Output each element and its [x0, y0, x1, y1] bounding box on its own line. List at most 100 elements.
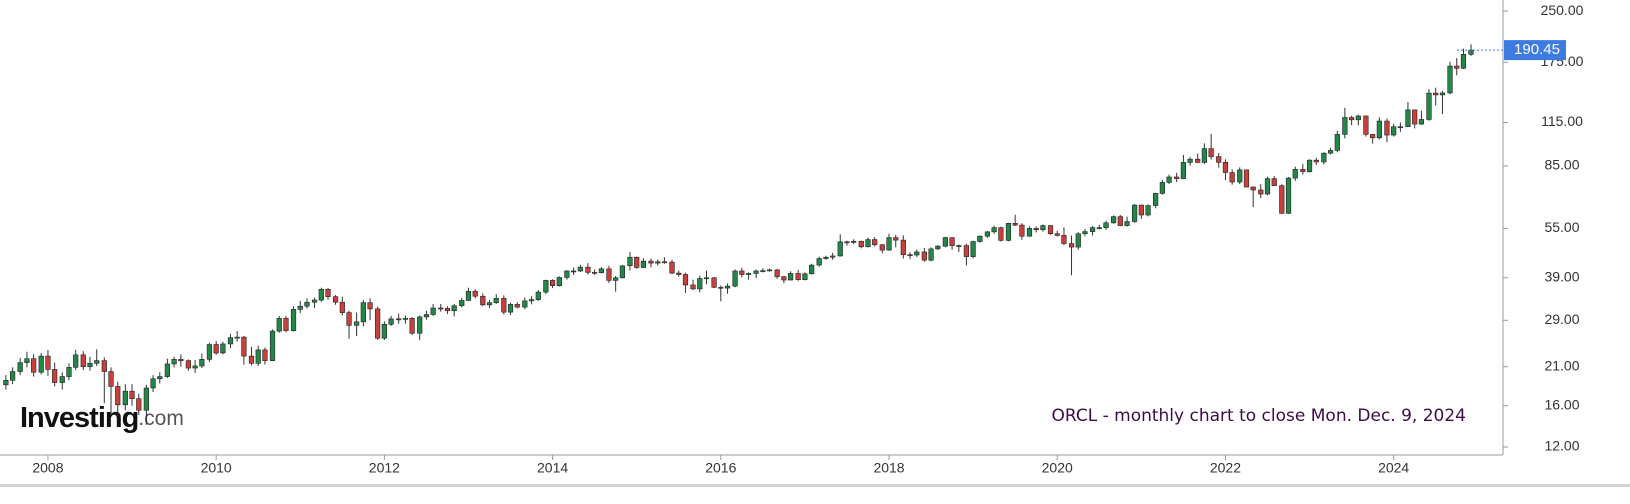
candle-body: [669, 261, 675, 274]
candle-body: [493, 298, 499, 303]
candle-body: [1313, 159, 1319, 163]
candle-body: [31, 358, 37, 373]
candle-body: [360, 302, 366, 323]
candle-body: [472, 290, 478, 297]
candle-body: [577, 266, 583, 272]
candle-body: [1138, 204, 1144, 216]
candle-body: [1180, 162, 1186, 179]
candle-body: [1321, 152, 1327, 163]
y-tick-label: 39.00: [1544, 268, 1579, 284]
candle-body: [1349, 117, 1355, 121]
candle-body: [1110, 216, 1117, 224]
x-tick-label: 2016: [705, 460, 736, 476]
candle-body: [1327, 150, 1334, 154]
candle-body: [164, 363, 170, 377]
candle-body: [661, 261, 668, 264]
candle-body: [682, 274, 689, 286]
candle-body: [1405, 109, 1411, 128]
candle-body: [1292, 169, 1298, 179]
annotation: ORCL - monthly chart to close Mon. Dec. …: [1052, 406, 1467, 426]
candle-body: [1397, 126, 1403, 129]
watermark: Investing.com: [20, 402, 184, 434]
candle-body: [1040, 225, 1046, 231]
candle-body: [1342, 117, 1348, 135]
candle-body: [1132, 204, 1138, 222]
watermark-brand: Investing: [20, 402, 138, 434]
candle-body: [94, 360, 100, 364]
candle-body: [192, 365, 198, 369]
candle-body: [185, 360, 192, 369]
candle-body: [571, 270, 577, 273]
candle-body: [732, 270, 738, 287]
last-price-label: 190.45: [1514, 41, 1560, 58]
candle-body: [1384, 120, 1390, 136]
candle-body: [991, 227, 997, 233]
candle-body: [17, 362, 23, 372]
candle-body: [1145, 205, 1151, 216]
candle-body: [1237, 169, 1243, 183]
candle-body: [697, 278, 703, 290]
candle-body: [592, 272, 598, 274]
candle-body: [451, 305, 457, 312]
candle-body: [921, 251, 927, 261]
candle-body: [851, 240, 857, 243]
candle-body: [788, 273, 794, 281]
candle-body: [1153, 193, 1159, 206]
candle-body: [206, 344, 213, 360]
candle-body: [1047, 225, 1054, 235]
candle-body: [325, 288, 331, 297]
candle-body: [627, 256, 633, 267]
candle-body: [24, 358, 30, 363]
candle-body: [276, 318, 282, 332]
candle-body: [998, 227, 1004, 241]
candle-body: [1264, 178, 1271, 195]
candle-body: [269, 330, 276, 361]
candle-body: [381, 324, 387, 339]
candle-body: [745, 273, 752, 275]
candle-body: [1426, 92, 1432, 120]
candle-body: [816, 258, 822, 266]
candle-body: [1279, 185, 1285, 214]
x-tick-label: 2018: [873, 460, 904, 476]
candle-body: [388, 318, 394, 325]
x-tick-label: 2022: [1210, 460, 1241, 476]
candle-body: [1363, 115, 1369, 135]
candle-body: [549, 280, 556, 287]
candle-body: [914, 251, 920, 256]
x-tick-label: 2014: [537, 460, 568, 476]
candle-body: [739, 270, 745, 275]
candle-body: [640, 260, 647, 268]
y-tick-label: 85.00: [1544, 157, 1579, 173]
candle-body: [1117, 216, 1123, 226]
candle-body: [375, 308, 381, 339]
candle-body: [900, 239, 906, 256]
candle-body: [1418, 119, 1425, 125]
last-price-box: [1504, 40, 1566, 61]
candle-body: [1412, 109, 1418, 125]
candle-body: [1061, 235, 1067, 244]
candle-body: [199, 359, 205, 367]
candle-body: [514, 304, 520, 308]
candle-body: [606, 268, 612, 281]
candle-body: [465, 290, 472, 301]
candle-body: [1460, 54, 1467, 69]
candle-body: [865, 239, 871, 248]
candle-body: [311, 299, 318, 303]
y-tick-label: 16.00: [1544, 396, 1579, 412]
candle-body: [956, 245, 962, 247]
candle-body: [45, 355, 51, 370]
candle-body: [1334, 134, 1340, 151]
candle-body: [984, 231, 991, 237]
candle-body: [38, 355, 44, 373]
candle-body: [1454, 65, 1460, 69]
candle-body: [879, 244, 885, 251]
candle-body: [886, 237, 892, 251]
candle-body: [1166, 176, 1172, 183]
candle-body: [872, 239, 878, 246]
candle-body: [977, 235, 983, 242]
candle-body: [402, 318, 408, 320]
candle-body: [423, 314, 430, 318]
candle-body: [255, 349, 261, 364]
candle-body: [1376, 120, 1382, 139]
candle-body: [1447, 65, 1453, 94]
